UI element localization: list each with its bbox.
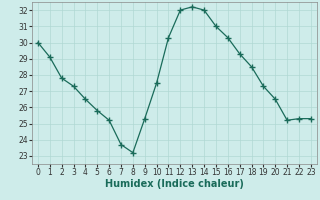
X-axis label: Humidex (Indice chaleur): Humidex (Indice chaleur)	[105, 179, 244, 189]
